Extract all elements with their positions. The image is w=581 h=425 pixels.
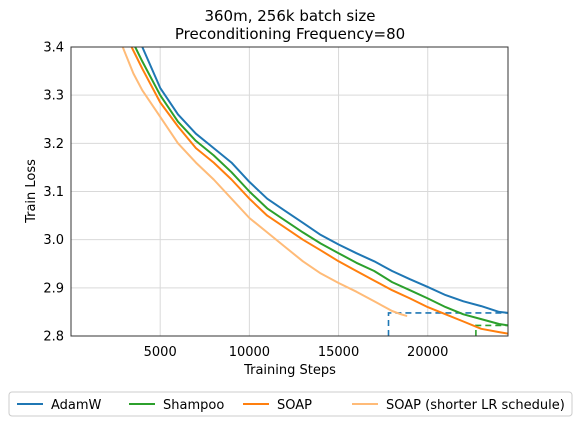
legend: AdamW Shampoo SOAP SOAP (shorter LR sche…	[8, 391, 573, 417]
threshold-annotation	[475, 324, 508, 336]
x-tick-label: 10000	[229, 345, 270, 360]
x-tick-label: 5000	[144, 345, 177, 360]
plot-frame	[70, 46, 509, 337]
series-line-adamw	[141, 47, 508, 314]
chart-title-line-2: Preconditioning Frequency=80	[175, 25, 405, 43]
series-line-shampoo	[134, 47, 508, 327]
series-group	[121, 47, 508, 336]
series-line-soap-shorter-lr-schedule	[121, 47, 408, 317]
x-axis-label: Training Steps	[243, 363, 336, 378]
y-tick-label: 2.9	[43, 281, 64, 296]
y-tick-label: 2.8	[43, 330, 64, 345]
y-axis-label: Train Loss	[24, 159, 39, 224]
tick-labels: 5000 10000 15000 20000 2.8 2.9 3.0 3.1 3.2 3.3 3.4	[43, 41, 448, 361]
chart-title-line-1: 360m, 256k batch size	[204, 7, 375, 25]
legend-label-adamw: AdamW	[51, 398, 102, 413]
legend-label-soap: SOAP	[277, 398, 312, 413]
y-tick-label: 3.1	[43, 185, 64, 200]
y-tick-label: 3.4	[43, 41, 64, 56]
y-tick-label: 3.3	[43, 89, 64, 104]
legend-frame	[8, 391, 573, 417]
series-line-soap	[130, 47, 508, 335]
plot-area	[121, 47, 508, 336]
y-tick-label: 3.2	[43, 137, 64, 152]
legend-label-shampoo: Shampoo	[163, 398, 224, 413]
legend-label-soap-shorter: SOAP (shorter LR schedule)	[386, 398, 565, 413]
x-tick-label: 15000	[318, 345, 359, 360]
threshold-annotation	[387, 312, 508, 336]
y-tick-label: 3.0	[43, 233, 64, 248]
x-tick-label: 20000	[407, 345, 448, 360]
